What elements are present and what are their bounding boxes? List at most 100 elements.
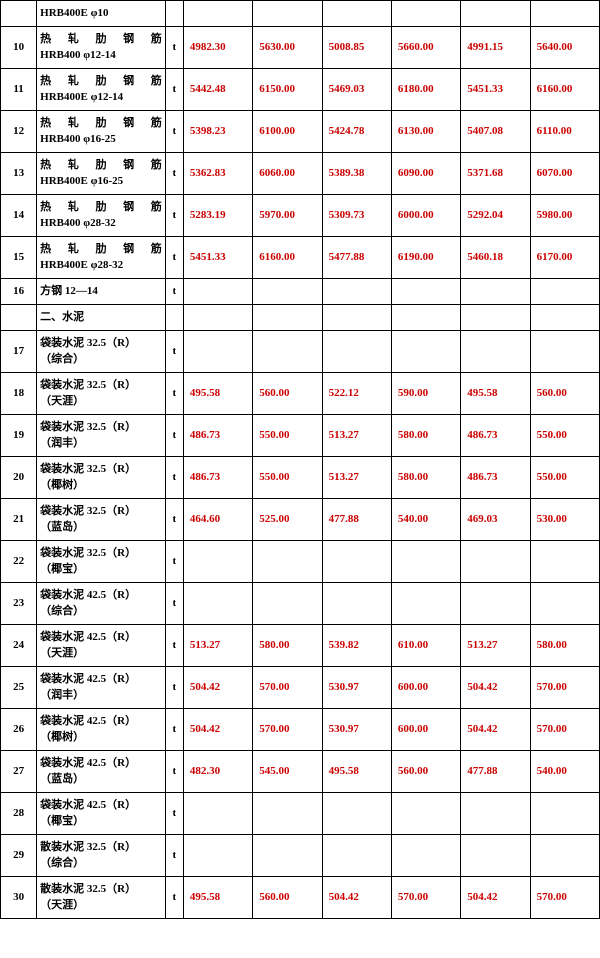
price-value: 486.73 — [461, 457, 530, 499]
price-value: 477.88 — [322, 499, 391, 541]
row-index — [1, 1, 37, 27]
price-value: 513.27 — [461, 625, 530, 667]
price-value — [253, 331, 322, 373]
row-index: 19 — [1, 415, 37, 457]
price-value: 5283.19 — [183, 195, 252, 237]
price-value: 522.12 — [322, 373, 391, 415]
material-name: 袋装水泥 42.5（R）（润丰） — [37, 667, 166, 709]
price-value: 570.00 — [391, 877, 460, 919]
price-value — [322, 541, 391, 583]
price-value: 5630.00 — [253, 27, 322, 69]
price-value: 495.58 — [461, 373, 530, 415]
price-value: 6160.00 — [253, 237, 322, 279]
price-value: 525.00 — [253, 499, 322, 541]
unit: t — [165, 415, 183, 457]
price-value: 6100.00 — [253, 111, 322, 153]
price-value: 5292.04 — [461, 195, 530, 237]
row-index: 24 — [1, 625, 37, 667]
price-value: 504.42 — [461, 667, 530, 709]
price-value: 570.00 — [530, 709, 599, 751]
material-name: HRB400E φ10 — [37, 1, 166, 27]
price-value — [183, 1, 252, 27]
price-table: HRB400E φ10 10热 轧 肋 钢 筋HRB400 φ12-14t4982… — [0, 0, 600, 919]
price-value — [322, 305, 391, 331]
price-value: 5477.88 — [322, 237, 391, 279]
unit: t — [165, 195, 183, 237]
row-index: 15 — [1, 237, 37, 279]
price-value: 5451.33 — [183, 237, 252, 279]
material-name: 袋装水泥 42.5（R）（综合） — [37, 583, 166, 625]
material-name-line2: （综合） — [40, 604, 162, 619]
material-name: 方钢 12—14 — [37, 279, 166, 305]
row-index: 26 — [1, 709, 37, 751]
material-name-line1: 热 轧 肋 钢 筋 — [40, 74, 162, 89]
row-index: 21 — [1, 499, 37, 541]
table-row: 30散装水泥 32.5（R）（天涯）t495.58560.00504.42570… — [1, 877, 600, 919]
price-value: 540.00 — [530, 751, 599, 793]
price-value: 580.00 — [253, 625, 322, 667]
material-name: 袋装水泥 32.5（R）（蓝岛） — [37, 499, 166, 541]
price-value: 580.00 — [530, 625, 599, 667]
material-name-line1: 袋装水泥 32.5（R） — [40, 546, 162, 561]
price-value — [530, 331, 599, 373]
material-name-line1: HRB400E φ10 — [40, 6, 162, 21]
price-value: 5371.68 — [461, 153, 530, 195]
material-name-line1: 袋装水泥 42.5（R） — [40, 672, 162, 687]
table-row: 19袋装水泥 32.5（R）（润丰）t486.73550.00513.27580… — [1, 415, 600, 457]
price-value: 6180.00 — [391, 69, 460, 111]
table-row: 10热 轧 肋 钢 筋HRB400 φ12-14t4982.305630.005… — [1, 27, 600, 69]
price-value: 570.00 — [253, 667, 322, 709]
material-name-line2: （蓝岛） — [40, 772, 162, 787]
table-row: 18袋装水泥 32.5（R）（天涯）t495.58560.00522.12590… — [1, 373, 600, 415]
material-name-line1: 袋装水泥 32.5（R） — [40, 462, 162, 477]
price-value — [322, 793, 391, 835]
price-value: 5424.78 — [322, 111, 391, 153]
price-value — [391, 305, 460, 331]
unit: t — [165, 751, 183, 793]
table-row: 12热 轧 肋 钢 筋HRB400 φ16-25t5398.236100.005… — [1, 111, 600, 153]
material-name-line2: （润丰） — [40, 436, 162, 451]
price-value: 6170.00 — [530, 237, 599, 279]
price-value: 486.73 — [461, 415, 530, 457]
table-row: 16方钢 12—14t — [1, 279, 600, 305]
price-value — [530, 835, 599, 877]
table-row: 17袋装水泥 32.5（R）（综合）t — [1, 331, 600, 373]
material-name: 散装水泥 32.5（R）（天涯） — [37, 877, 166, 919]
table-row: 21袋装水泥 32.5（R）（蓝岛）t464.60525.00477.88540… — [1, 499, 600, 541]
material-name-line2: HRB400 φ28-32 — [40, 216, 162, 231]
price-value — [253, 541, 322, 583]
price-value: 6160.00 — [530, 69, 599, 111]
row-index: 27 — [1, 751, 37, 793]
price-value — [253, 835, 322, 877]
price-value: 495.58 — [183, 877, 252, 919]
price-value — [530, 1, 599, 27]
price-value: 495.58 — [322, 751, 391, 793]
price-value: 6130.00 — [391, 111, 460, 153]
price-value — [530, 305, 599, 331]
row-index: 17 — [1, 331, 37, 373]
price-value: 5407.08 — [461, 111, 530, 153]
table-row: 13热 轧 肋 钢 筋HRB400E φ16-25t5362.836060.00… — [1, 153, 600, 195]
price-value: 486.73 — [183, 457, 252, 499]
price-value — [183, 541, 252, 583]
row-index: 13 — [1, 153, 37, 195]
price-value: 513.27 — [183, 625, 252, 667]
price-value: 6190.00 — [391, 237, 460, 279]
table-row: 11热 轧 肋 钢 筋HRB400E φ12-14t5442.486150.00… — [1, 69, 600, 111]
price-value: 590.00 — [391, 373, 460, 415]
price-value — [253, 279, 322, 305]
price-value: 540.00 — [391, 499, 460, 541]
price-value — [253, 583, 322, 625]
row-index: 23 — [1, 583, 37, 625]
price-value: 580.00 — [391, 457, 460, 499]
price-value — [183, 583, 252, 625]
material-name: 袋装水泥 42.5（R）（椰树） — [37, 709, 166, 751]
unit: t — [165, 27, 183, 69]
price-value — [461, 331, 530, 373]
material-name: 热 轧 肋 钢 筋HRB400 φ16-25 — [37, 111, 166, 153]
unit: t — [165, 499, 183, 541]
table-row: 26袋装水泥 42.5（R）（椰树）t504.42570.00530.97600… — [1, 709, 600, 751]
material-name: 热 轧 肋 钢 筋HRB400 φ12-14 — [37, 27, 166, 69]
material-name: 袋装水泥 32.5（R）（综合） — [37, 331, 166, 373]
material-name-line2: HRB400 φ12-14 — [40, 48, 162, 63]
